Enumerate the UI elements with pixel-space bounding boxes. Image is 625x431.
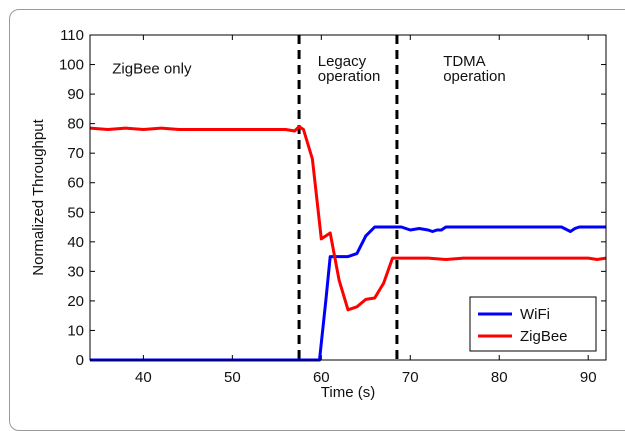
legend-label-zigbee: ZigBee [520,328,568,345]
phase-dividers [297,35,399,360]
series-line-wifi [90,225,606,362]
axes-box [89,34,607,361]
legend-box [469,296,597,352]
y-tick-label: 90 [67,86,84,103]
annotation: Legacy [318,53,367,70]
x-tick-label: 90 [580,369,597,386]
x-tick-label: 40 [135,369,152,386]
y-tick-label: 40 [67,234,84,251]
x-tick-label: 80 [491,369,508,386]
y-tick-label: 10 [67,322,84,339]
annotation: TDMA [443,53,486,70]
y-axis-label: Normalized Throughput [30,118,47,275]
x-tick-label: 60 [313,369,330,386]
y-tick-label: 50 [67,204,84,221]
x-tick-label: 50 [224,369,241,386]
y-tick-label: 80 [67,116,84,133]
annotation: operation [318,68,381,85]
series-layer [89,125,607,362]
legend-label-wifi: WiFi [520,306,550,323]
x-axis-label: Time (s) [321,384,375,401]
annotation: ZigBee only [112,60,192,77]
y-tick-label: 30 [67,263,84,280]
annotation: operation [443,68,506,85]
y-tick-label: 100 [59,57,84,74]
x-tick-label: 70 [402,369,419,386]
throughput-chart: 0 10 20 30 40 50 60 70 80 90 100 110 40 50 60 70 80 90 Zi… [30,27,607,401]
legend: WiFi ZigBee [469,296,597,352]
y-tick-label: 60 [67,175,84,192]
y-tick-label: 70 [67,145,84,162]
axes: 0 10 20 30 40 50 60 70 80 90 100 110 40 50 60 70 80 90 [59,27,607,386]
series-line-zigbee [89,125,607,312]
y-tick-label: 110 [60,27,84,44]
y-tick-label: 0 [76,352,84,369]
y-tick-label: 20 [67,293,84,310]
